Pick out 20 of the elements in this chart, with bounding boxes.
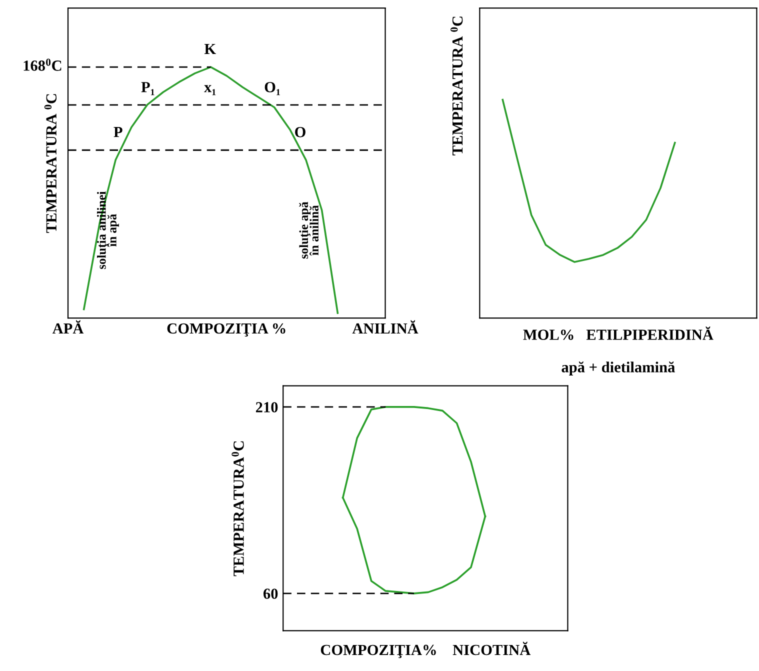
x-axis-title: COMPOZIŢIA % bbox=[167, 323, 286, 337]
text: K bbox=[204, 44, 216, 54]
annotation: O₁ bbox=[264, 82, 280, 96]
x-tick-label: APĂ bbox=[52, 320, 84, 334]
annotation: P₁ bbox=[141, 82, 154, 96]
annotation: P bbox=[114, 127, 122, 138]
x-axis-title: MOL% ETILPIPERIDINĂ bbox=[523, 326, 714, 340]
x-tick-label: ANILINĂ bbox=[352, 320, 418, 334]
x-axis-title: COMPOZIŢIA% NICOTINĂ bbox=[320, 642, 531, 658]
annotation: O bbox=[295, 126, 306, 138]
y-axis-title: TEMPERATURA$^{0}$C bbox=[232, 441, 244, 576]
y-tick-label: 210 bbox=[256, 402, 278, 412]
text: apă + dietilamină bbox=[562, 361, 675, 376]
annotation: soluţia anilinei în apă bbox=[97, 191, 119, 270]
y-axis-title: TEMPERATURA $^{0}$C bbox=[44, 94, 57, 233]
ref-line-label: 168$^{0}$C bbox=[24, 58, 62, 71]
annotation: soluţie apă în anilină bbox=[299, 202, 319, 259]
annotation: x₁ bbox=[204, 85, 216, 96]
y-tick-label: 60 bbox=[263, 588, 278, 599]
y-axis-title: TEMPERATURA $^{0}$C bbox=[450, 16, 463, 156]
